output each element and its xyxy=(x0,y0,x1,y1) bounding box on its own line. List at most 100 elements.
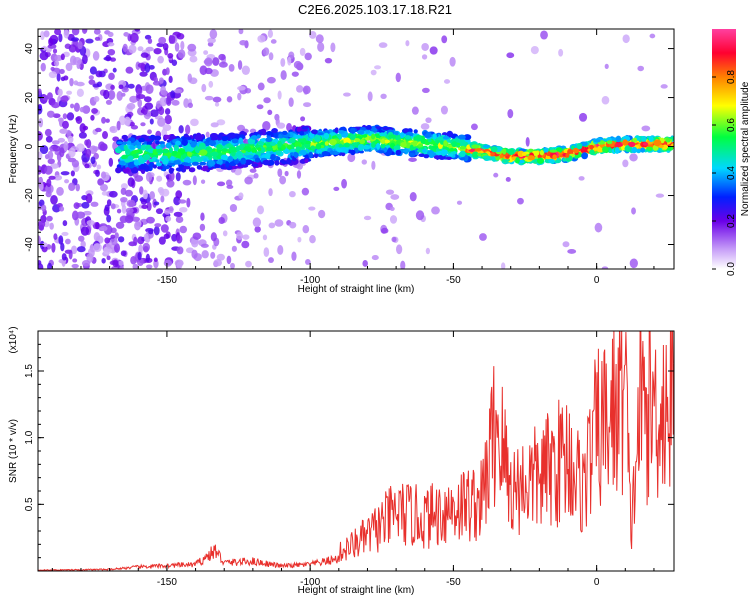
spectrogram-cell xyxy=(379,132,386,137)
spectrogram-cell xyxy=(459,157,466,161)
spectrogram-cell xyxy=(112,259,119,268)
spectrogram-cell xyxy=(194,135,203,141)
spectrogram-cell xyxy=(127,161,135,169)
spectrogram-cell xyxy=(158,236,166,245)
spectrogram-cell xyxy=(76,143,85,153)
spectrogram-cell xyxy=(270,142,276,146)
spectrogram-cell xyxy=(196,156,204,163)
spectrogram-cell xyxy=(97,178,105,186)
spectrogram-cell xyxy=(646,146,653,151)
spectrogram-cell xyxy=(86,219,95,226)
spectrogram-cell xyxy=(265,146,273,152)
spectrogram-cell xyxy=(153,226,160,236)
spectrogram-cell xyxy=(137,46,144,52)
spectrogram-cell xyxy=(267,29,273,38)
spectrogram-cell xyxy=(257,82,265,91)
spectrogram-cell xyxy=(103,89,110,100)
spectrogram-cell xyxy=(204,67,213,75)
spectrogram-cell xyxy=(174,42,180,52)
spectrogram-cell xyxy=(98,141,106,151)
spectrogram-cell xyxy=(157,166,163,170)
spectrogram-cell xyxy=(162,90,169,96)
spectrogram-cell xyxy=(409,144,414,151)
spectrogram-cell xyxy=(527,155,535,161)
spectrogram-cell xyxy=(254,157,261,163)
spectrogram-cell xyxy=(493,172,499,178)
spectrogram-cell xyxy=(459,150,466,158)
spectrogram-cell xyxy=(60,53,65,61)
spectrogram-cell xyxy=(155,208,164,215)
spectrogram-cell xyxy=(641,135,647,143)
spectrogram-cell xyxy=(60,95,69,103)
bottom-x-tick-label: 0 xyxy=(594,577,600,588)
spectrogram-cell xyxy=(145,171,153,182)
spectrogram-cell xyxy=(158,141,166,145)
spectrogram-cell xyxy=(42,94,49,101)
spectrogram-cell xyxy=(411,106,419,115)
spectrogram-cell xyxy=(308,206,316,211)
spectrogram-cell xyxy=(431,206,440,215)
spectrogram-cell xyxy=(91,107,98,114)
spectrogram-cell xyxy=(530,45,539,55)
spectrogram-cell xyxy=(156,175,163,182)
spectrogram-cell xyxy=(271,128,278,134)
spectrogram-cell xyxy=(330,42,336,53)
spectrogram-cell xyxy=(181,138,188,146)
spectrogram-cell xyxy=(129,32,139,43)
spectrogram-cell xyxy=(158,77,164,84)
spectrogram-cell xyxy=(589,149,595,155)
spectrogram-cell xyxy=(241,65,250,76)
spectrogram-cell xyxy=(302,85,311,95)
spectrogram-cell xyxy=(420,123,430,130)
spectrogram-cell xyxy=(155,140,160,145)
spectrogram-cell xyxy=(95,70,103,78)
spectrogram-cell xyxy=(316,132,324,136)
spectrogram-cell xyxy=(289,221,297,229)
spectrogram-cell xyxy=(329,132,337,136)
spectrogram-cell xyxy=(578,112,588,122)
spectrogram-cell xyxy=(257,140,265,145)
spectrogram-cell xyxy=(38,151,43,161)
spectrogram-cell xyxy=(252,217,262,228)
spectrogram-cell xyxy=(344,142,350,148)
spectrogram-cell xyxy=(304,52,312,61)
spectrogram-cell xyxy=(120,187,127,196)
spectrogram-cell xyxy=(442,135,450,140)
spectrogram-cell xyxy=(176,261,183,269)
spectrogram-cell xyxy=(166,179,175,188)
spectrogram-cell xyxy=(631,207,636,215)
spectrogram-cell xyxy=(92,243,102,252)
spectrogram-cell xyxy=(168,146,173,154)
bottom-x-tick-label: -50 xyxy=(446,577,461,588)
spectrogram-cell xyxy=(105,54,112,62)
spectrogram-cell xyxy=(415,210,425,221)
spectrogram-cell xyxy=(207,37,216,44)
spectrogram-cell xyxy=(120,196,128,203)
spectrogram-cell xyxy=(371,141,376,148)
spectrogram-cell xyxy=(165,67,170,75)
spectrogram-cell xyxy=(427,149,434,156)
spectrogram-cell xyxy=(281,161,288,165)
spectrogram-cell xyxy=(191,237,199,248)
spectrogram-cell xyxy=(309,235,316,244)
spectrogram-cell xyxy=(301,126,309,130)
spectrogram-cell xyxy=(281,144,286,151)
spectrogram-cell xyxy=(199,161,207,166)
spectrogram-cell xyxy=(170,168,175,172)
spectrogram-cell xyxy=(140,144,146,151)
spectrogram-cell xyxy=(126,140,132,145)
spectrogram-cell xyxy=(190,118,199,127)
spectrogram-cell xyxy=(52,48,58,54)
spectrogram-cell xyxy=(228,132,236,139)
spectrogram-cell xyxy=(187,43,197,52)
spectrogram-cell xyxy=(632,137,638,143)
spectrogram-cell xyxy=(108,157,114,167)
spectrogram-cell xyxy=(567,248,577,254)
spectrogram-cell xyxy=(99,183,108,192)
spectrogram-cell xyxy=(226,184,234,189)
spectrogram-cell xyxy=(160,143,166,149)
spectrogram-cell xyxy=(39,240,45,250)
spectrogram-cell xyxy=(92,146,100,151)
spectrogram-frame xyxy=(37,28,675,270)
